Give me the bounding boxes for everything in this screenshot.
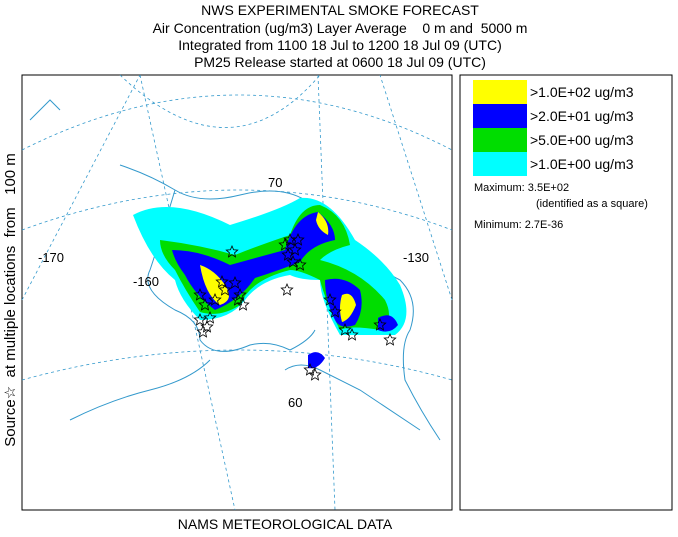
source-star	[225, 244, 239, 258]
source-star	[193, 312, 207, 326]
source-star	[228, 275, 242, 289]
legend-swatch	[473, 152, 527, 176]
source-star	[291, 232, 305, 246]
maximum-note: (identified as a square)	[536, 198, 648, 210]
source-star	[338, 322, 352, 336]
grid-label: -130	[403, 250, 429, 265]
grid-label: -160	[133, 274, 159, 289]
legend-swatch	[473, 128, 527, 152]
footer: NAMS METEOROLOGICAL DATA	[178, 516, 393, 532]
title: NWS EXPERIMENTAL SMOKE FORECAST	[201, 2, 479, 18]
legend-swatch	[473, 104, 527, 128]
source-star	[373, 317, 387, 331]
source-star	[208, 292, 222, 306]
source-star	[193, 287, 207, 301]
legend-label: >1.0E+02 ug/m3	[530, 84, 634, 100]
side-label: Source☆ at multiple locations from 100 m	[2, 153, 19, 447]
source-star	[328, 304, 342, 318]
grid-label: 70	[268, 175, 282, 190]
source-star	[288, 242, 302, 256]
source-star	[383, 332, 397, 346]
legend: >1.0E+02 ug/m3 >2.0E+01 ug/m3 >5.0E+00 ug/…	[473, 80, 634, 176]
source-star	[203, 310, 217, 324]
maximum: Maximum: 3.5E+02	[474, 182, 569, 194]
source-star	[280, 282, 294, 296]
legend-label: >5.0E+00 ug/m3	[530, 132, 634, 148]
source-star	[286, 254, 300, 268]
legend-label: >1.0E+00 ug/m3	[530, 156, 634, 172]
grid-label: -170	[38, 250, 64, 265]
source-star	[293, 257, 307, 271]
source-star	[215, 274, 229, 288]
subtitle: Integrated from 1100 18 Jul to 1200 18 J…	[178, 37, 501, 53]
legend-swatch	[473, 80, 527, 104]
source-star	[233, 287, 247, 301]
source-star	[323, 292, 337, 306]
subtitle: PM25 Release started at 0600 18 Jul 09 (…	[194, 54, 486, 70]
source-star	[308, 367, 322, 381]
map: -170 -160 -130 70 60	[21, 74, 453, 511]
subtitle: Air Concentration (ug/m3) Layer Average …	[153, 20, 528, 36]
source-star	[200, 319, 214, 333]
legend-label: >2.0E+01 ug/m3	[530, 108, 634, 124]
plume	[200, 212, 356, 322]
source-star	[281, 247, 295, 261]
source-star	[345, 327, 359, 341]
source-star	[236, 297, 250, 311]
grid-label: 60	[288, 395, 302, 410]
source-star	[218, 282, 232, 296]
source-star	[198, 297, 212, 311]
minimum: Minimum: 2.7E-36	[474, 219, 563, 231]
